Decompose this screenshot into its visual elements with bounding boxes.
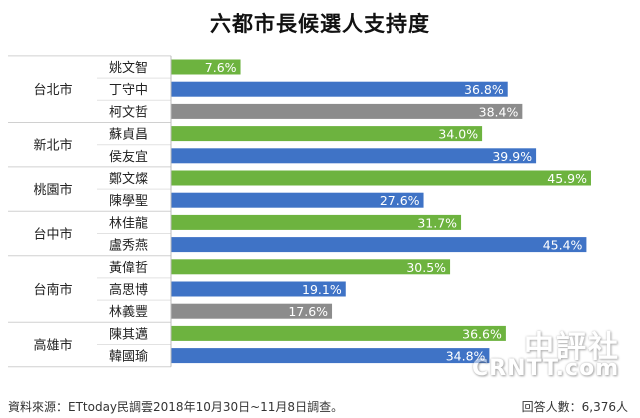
bar (171, 303, 333, 319)
candidate-name: 陳學聖 (109, 194, 148, 209)
bar-value-label: 45.9% (547, 171, 587, 186)
bar-value-label: 34.8% (446, 349, 486, 364)
candidate-name: 韓國瑜 (109, 350, 148, 365)
candidate-name: 侯友宜 (109, 149, 148, 165)
bar (171, 103, 523, 119)
candidate-name: 丁守中 (109, 83, 148, 98)
bar-value-label: 38.4% (479, 104, 519, 119)
bar-value-label: 36.6% (462, 326, 502, 341)
bar-value-label: 19.1% (302, 282, 342, 297)
candidate-name: 鄭文燦 (109, 172, 148, 187)
bar (171, 348, 490, 364)
bar (171, 281, 346, 297)
source-note: 資料來源：ETtoday民調雲2018年10月30日~11月8日調查。 (8, 400, 344, 414)
city-label: 台中市 (33, 227, 72, 243)
bar (171, 259, 451, 275)
bar (171, 170, 591, 186)
bar-value-label: 30.5% (406, 260, 446, 275)
candidate-name: 陳其邁 (109, 327, 148, 342)
bar (171, 126, 483, 142)
candidate-name: 黃偉哲 (109, 261, 148, 276)
candidate-name: 蘇貞昌 (109, 128, 148, 143)
candidate-name: 姚文智 (109, 61, 148, 76)
candidate-name: 盧秀燕 (109, 239, 148, 254)
city-label: 台北市 (33, 82, 72, 98)
candidate-name: 高思博 (109, 282, 148, 298)
bar (171, 59, 241, 75)
candidate-name: 林義豐 (109, 304, 148, 320)
bar-value-label: 39.9% (492, 149, 532, 164)
bar-value-label: 31.7% (417, 215, 457, 230)
bar-value-label: 27.6% (380, 193, 420, 208)
city-label: 台南市 (33, 282, 72, 298)
bar-value-label: 36.8% (464, 82, 504, 97)
bar (171, 325, 506, 341)
bar (171, 81, 508, 97)
bar-value-label: 45.4% (543, 238, 583, 253)
bar-value-label: 7.6% (205, 60, 237, 75)
respondent-count: 回答人數：6,376人 (521, 400, 628, 414)
bar-value-label: 17.6% (288, 304, 328, 319)
bar-value-label: 34.0% (438, 127, 478, 142)
bar (171, 148, 537, 164)
candidate-name: 林佳龍 (109, 215, 148, 231)
city-label: 高雄市 (33, 338, 72, 354)
bar (171, 214, 462, 230)
bar (171, 192, 424, 208)
city-label: 新北市 (33, 138, 72, 154)
candidate-name: 柯文哲 (109, 105, 148, 120)
chart-title: 六都市長候選人支持度 (210, 12, 430, 36)
city-label: 桃園市 (33, 182, 72, 198)
bar (171, 237, 587, 253)
